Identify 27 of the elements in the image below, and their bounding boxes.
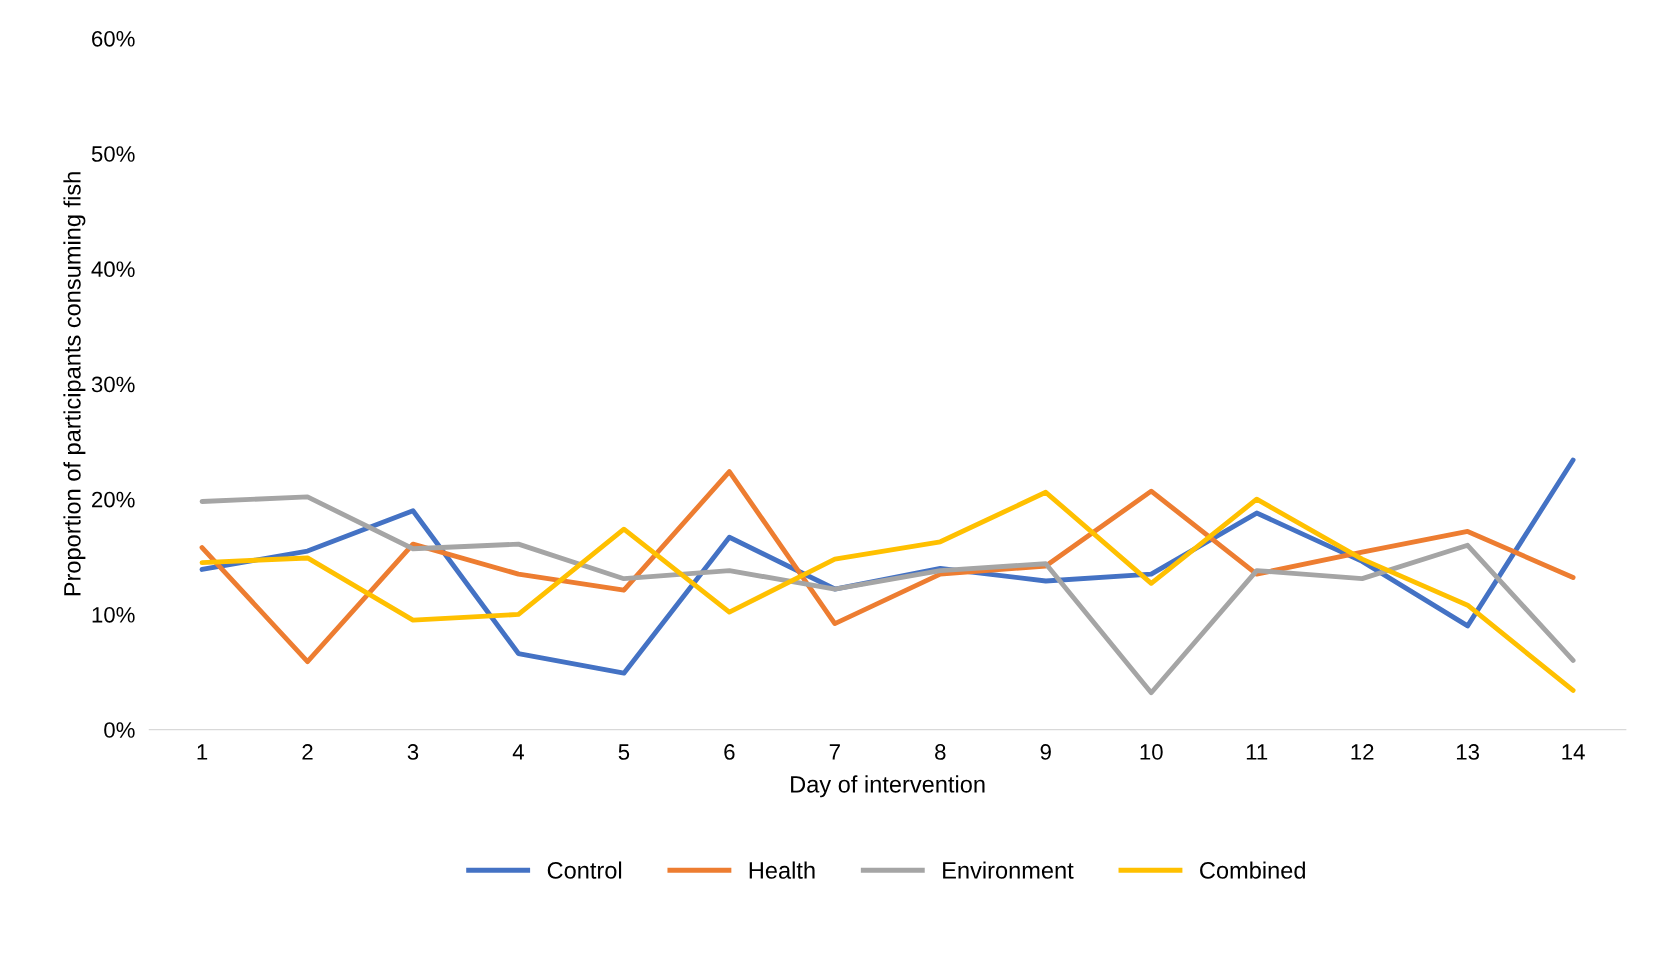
x-tick-label: 8: [935, 744, 946, 760]
legend-label: Control: [547, 861, 622, 879]
x-tick-label: 4: [512, 744, 524, 760]
x-tick-label: 2: [302, 744, 313, 760]
legend-label: Environment: [943, 861, 1074, 879]
legend-label: Combined: [1200, 861, 1305, 879]
x-tick-label: 11: [1246, 744, 1268, 760]
y-axis-title: Proportion of participants consuming fish: [63, 172, 86, 596]
x-tick-label: 7: [829, 744, 840, 760]
x-tick-label: 5: [618, 744, 630, 760]
y-tick-label: 60%: [92, 30, 135, 47]
x-tick-label: 12: [1351, 744, 1374, 760]
y-tick-label: 50%: [91, 146, 135, 162]
legend-label: Health: [749, 861, 815, 879]
y-tick-label: 20%: [92, 491, 135, 508]
x-tick-label: 14: [1562, 744, 1585, 760]
y-tick-label: 0%: [104, 722, 135, 738]
y-tick-label: 40%: [91, 261, 135, 278]
y-tick-label: 10%: [92, 606, 135, 623]
x-axis-title: Day of intervention: [791, 775, 985, 798]
x-tick-label: 1: [197, 744, 208, 760]
x-tick-label: 10: [1140, 744, 1163, 760]
x-tick-label: 13: [1456, 744, 1480, 760]
x-tick-label: 9: [1040, 744, 1051, 760]
x-tick-label: 6: [724, 744, 735, 760]
x-tick-label: 3: [407, 744, 419, 760]
y-tick-label: 30%: [91, 376, 135, 393]
